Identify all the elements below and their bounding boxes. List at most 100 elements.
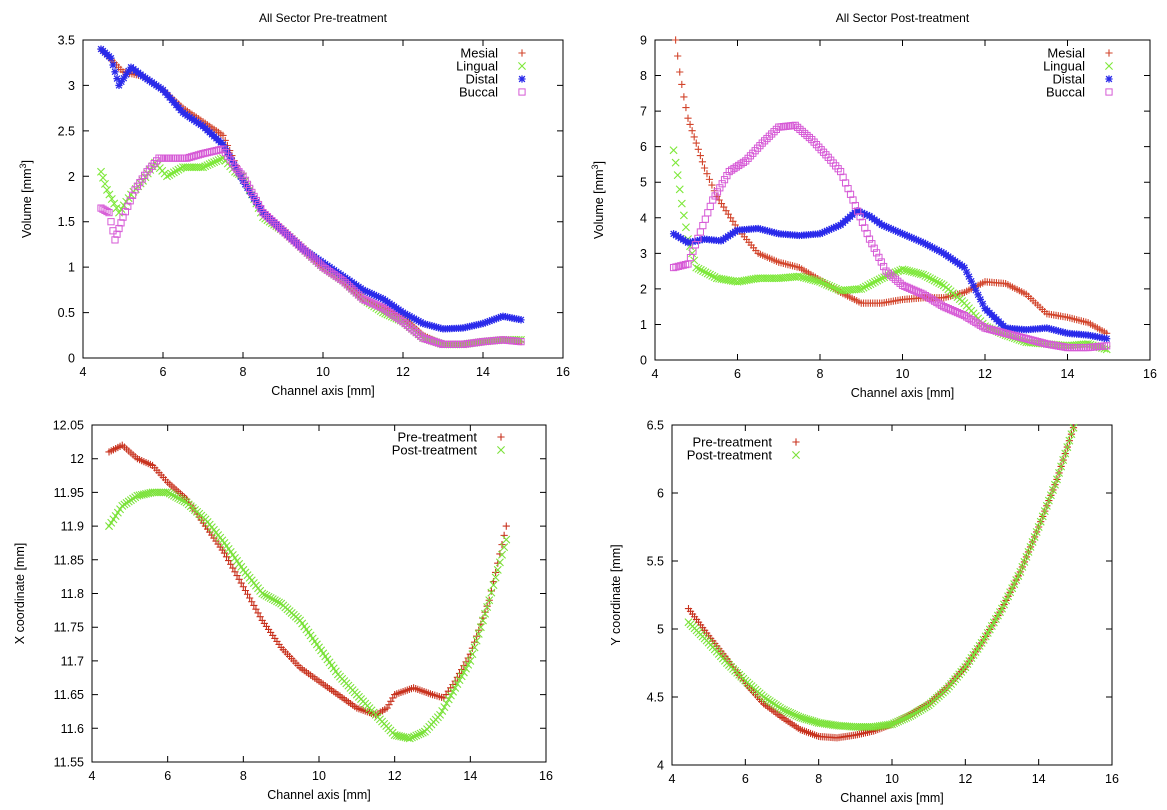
- data-point: [857, 284, 866, 293]
- y-tick-label: 11.8: [61, 587, 84, 601]
- data-point: [1018, 333, 1026, 342]
- legend-label: Mesial: [1047, 46, 1085, 61]
- data-point: [681, 237, 690, 245]
- data-point: [225, 556, 233, 565]
- data-point: [751, 147, 759, 155]
- data-point: [772, 125, 780, 133]
- data-point: [686, 120, 694, 129]
- data-point: [174, 154, 182, 162]
- data-point: [210, 158, 219, 167]
- data-point: [470, 643, 479, 652]
- data-point: [896, 229, 904, 237]
- data-point: [926, 242, 934, 250]
- data-point: [414, 317, 423, 325]
- data-point: [696, 265, 705, 274]
- data-point: [716, 184, 724, 192]
- data-point: [880, 273, 889, 282]
- data-point: [908, 285, 916, 293]
- data-point: [112, 204, 121, 213]
- x-axis-label: Channel axis [mm]: [840, 791, 944, 805]
- data-point: [138, 175, 146, 183]
- data-point: [914, 237, 923, 245]
- data-point: [1042, 501, 1051, 510]
- data-point: [928, 275, 937, 284]
- data-point: [898, 715, 907, 724]
- data-point: [863, 211, 871, 219]
- data-point: [979, 300, 987, 308]
- data-point: [1034, 523, 1043, 531]
- data-point: [120, 74, 128, 82]
- legend-label: Lingual: [1043, 59, 1085, 74]
- data-point: [171, 154, 180, 162]
- data-point: [882, 267, 890, 275]
- data-point: [478, 616, 487, 625]
- data-point: [858, 218, 867, 226]
- y-tick-label: 1: [68, 261, 75, 275]
- data-point: [438, 706, 447, 715]
- data-point: [107, 218, 115, 226]
- data-point: [444, 695, 453, 704]
- data-point: [119, 213, 127, 221]
- data-point: [692, 139, 700, 147]
- data-point: [898, 265, 907, 274]
- y-tick-label: 1: [640, 318, 647, 332]
- data-point: [254, 609, 262, 617]
- data-point: [453, 680, 462, 688]
- data-point: [301, 247, 309, 255]
- data-point: [937, 301, 946, 309]
- series-post-treatment: [684, 423, 1078, 731]
- data-point: [243, 180, 252, 188]
- data-point: [1055, 468, 1064, 477]
- data-point: [868, 240, 876, 248]
- data-point: [907, 267, 916, 276]
- data-point: [703, 170, 711, 178]
- data-point: [844, 185, 852, 193]
- data-point: [414, 330, 423, 338]
- data-point: [887, 271, 895, 279]
- data-point: [1036, 517, 1045, 526]
- data-point: [981, 324, 989, 332]
- data-point: [1013, 332, 1021, 340]
- data-point: [860, 210, 869, 218]
- data-point: [965, 273, 973, 281]
- data-point: [1034, 338, 1042, 346]
- data-point: [115, 208, 123, 217]
- data-point: [806, 275, 815, 284]
- data-point: [763, 134, 771, 143]
- data-point: [230, 161, 238, 169]
- data-point: [268, 595, 277, 604]
- data-point: [1006, 330, 1014, 339]
- y-axis-label: Y coordinate [mm]: [609, 544, 623, 645]
- data-point: [846, 190, 855, 198]
- data-point: [778, 705, 786, 714]
- data-point: [502, 535, 511, 544]
- data-point: [976, 295, 985, 303]
- data-point: [517, 338, 525, 346]
- data-point: [270, 596, 279, 605]
- data-point: [912, 268, 921, 277]
- data-point: [900, 265, 909, 274]
- x-tick-label: 4: [669, 772, 676, 786]
- data-point: [825, 226, 833, 234]
- data-point: [502, 522, 510, 530]
- data-point: [853, 207, 861, 215]
- data-point: [930, 244, 939, 253]
- data-point: [214, 156, 223, 165]
- data-point: [183, 154, 191, 162]
- x-tick-label: 10: [316, 365, 330, 379]
- data-point: [1020, 557, 1029, 566]
- data-point: [490, 315, 498, 324]
- y-tick-label: 2.5: [58, 124, 75, 138]
- data-point: [680, 93, 688, 101]
- data-point: [739, 158, 747, 167]
- x-axis-label: Channel axis [mm]: [271, 384, 375, 398]
- data-point: [488, 316, 496, 324]
- legend-marker: [1105, 75, 1113, 83]
- y-tick-label: 7: [640, 105, 647, 119]
- data-point: [288, 235, 296, 243]
- data-point: [233, 165, 241, 174]
- data-point: [963, 268, 971, 276]
- data-point: [105, 190, 114, 199]
- y-tick-label: 11.95: [54, 486, 84, 500]
